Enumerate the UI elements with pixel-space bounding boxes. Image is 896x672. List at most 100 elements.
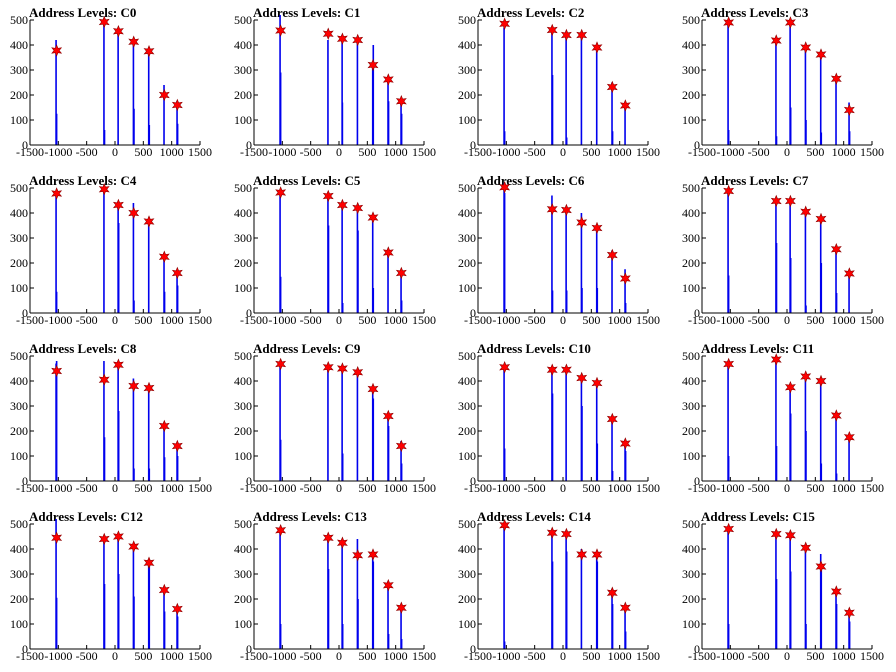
histogram-bar (565, 551, 568, 649)
y-tick-label: 200 (10, 88, 28, 102)
chart-panel: Address Levels: C40100200300400500-1500-… (10, 173, 212, 327)
y-tick-label: 300 (682, 567, 700, 581)
x-tick-label: 1000 (160, 313, 184, 327)
y-tick-label: 200 (458, 256, 476, 270)
x-tick-label: 1500 (860, 649, 884, 663)
histogram-bar (103, 130, 106, 145)
y-tick-label: 500 (10, 517, 28, 531)
histogram-bar (341, 35, 343, 145)
histogram-bar (611, 418, 613, 481)
y-tick-label: 500 (234, 181, 252, 195)
y-tick-label: 400 (10, 542, 28, 556)
peak-star-marker (112, 198, 124, 212)
histogram-bar (848, 102, 850, 145)
y-tick-label: 100 (458, 617, 476, 631)
x-tick-label: -1000 (44, 313, 72, 327)
histogram-bar (580, 32, 583, 145)
histogram-bar (279, 72, 282, 145)
histogram-bar (804, 544, 807, 649)
chart-title: Address Levels: C8 (29, 341, 137, 356)
x-tick-label: 0 (560, 649, 566, 663)
chart-title: Address Levels: C1 (253, 5, 360, 20)
y-tick-label: 0 (22, 138, 28, 152)
histogram-bar (176, 285, 179, 313)
histogram-bar (775, 40, 777, 145)
x-tick-label: 1000 (384, 481, 408, 495)
x-tick-label: -1000 (716, 481, 744, 495)
histogram-bar (147, 52, 150, 145)
y-tick-label: 100 (234, 113, 252, 127)
histogram-bar (848, 437, 850, 481)
histogram-bar (835, 293, 838, 313)
histogram-bar (835, 250, 837, 313)
y-tick-label: 300 (458, 231, 476, 245)
histogram-bar (163, 253, 165, 313)
peak-star-marker (98, 182, 110, 196)
x-tick-label: -1500 (464, 313, 492, 327)
histogram-bar (387, 581, 389, 649)
peak-star-marker (171, 266, 183, 280)
x-tick-label: -500 (300, 649, 322, 663)
histogram-bar (565, 35, 567, 145)
y-tick-label: 200 (234, 592, 252, 606)
peak-star-marker (112, 530, 124, 543)
y-tick-label: 400 (682, 38, 700, 52)
histogram-bar (55, 291, 58, 313)
x-tick-label: 1500 (860, 145, 884, 159)
y-tick-label: 100 (10, 617, 28, 631)
x-tick-label: -1000 (716, 145, 744, 159)
histogram-bar (820, 463, 823, 481)
y-tick-label: 300 (682, 399, 700, 413)
histogram-bar (596, 443, 599, 481)
peak-star-marker (395, 439, 407, 453)
y-tick-label: 100 (10, 449, 28, 463)
histogram-bar (727, 275, 730, 313)
histogram-bar (279, 624, 282, 649)
chart-panel: Address Levels: C60100200300400500-1500-… (458, 173, 660, 327)
peak-star-marker (606, 80, 618, 94)
x-tick-label: -1000 (716, 313, 744, 327)
chart-title: Address Levels: C3 (701, 5, 809, 20)
histogram-bar (503, 193, 506, 313)
x-tick-label: -1000 (492, 649, 520, 663)
x-tick-label: -1500 (688, 313, 716, 327)
y-tick-label: 400 (458, 374, 476, 388)
histogram-bar (148, 468, 151, 481)
histogram-bar (565, 371, 567, 481)
histogram-bar (789, 571, 792, 649)
chart-title: Address Levels: C11 (701, 341, 814, 356)
histogram-bar (551, 561, 554, 649)
histogram-bar (611, 82, 613, 145)
histogram-bar (327, 225, 330, 313)
peak-star-marker (128, 35, 140, 49)
y-tick-label: 0 (694, 474, 700, 488)
histogram-bar (103, 437, 106, 481)
chart-title: Address Levels: C14 (477, 509, 591, 524)
peak-star-marker (143, 556, 155, 570)
y-tick-label: 100 (10, 281, 28, 295)
peak-star-marker (576, 371, 588, 385)
peak-star-marker (800, 541, 812, 555)
histogram-bar (848, 621, 851, 649)
histogram-bar (117, 33, 119, 145)
peak-star-marker (560, 527, 572, 541)
y-tick-label: 300 (10, 399, 28, 413)
peak-star-marker (843, 103, 855, 117)
peak-star-marker (815, 560, 827, 573)
histogram-bar (775, 446, 778, 481)
peak-star-marker (723, 522, 735, 536)
peak-star-marker (275, 186, 287, 199)
histogram-bar (55, 519, 57, 649)
y-tick-label: 200 (234, 256, 252, 270)
histogram-bar (727, 25, 729, 145)
peak-star-marker (560, 363, 572, 377)
x-tick-label: 0 (784, 649, 790, 663)
x-tick-label: -1500 (464, 649, 492, 663)
histogram-bar (132, 40, 135, 145)
x-tick-label: 0 (784, 481, 790, 495)
histogram-bar (147, 386, 150, 481)
y-tick-label: 200 (458, 88, 476, 102)
peak-star-marker (98, 15, 110, 29)
x-tick-label: 1500 (412, 313, 436, 327)
y-tick-label: 300 (234, 63, 252, 77)
